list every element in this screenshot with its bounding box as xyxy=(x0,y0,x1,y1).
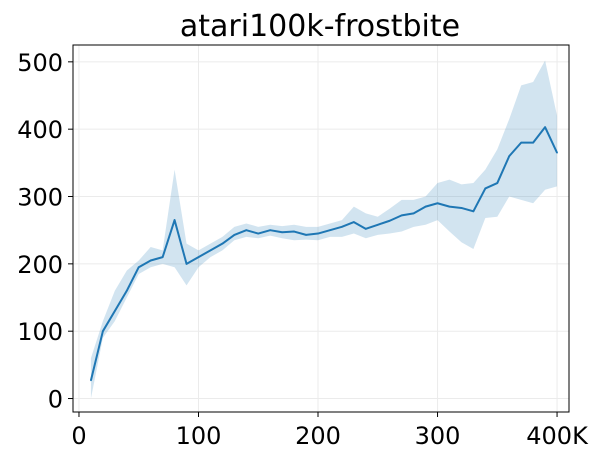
data-point xyxy=(341,226,343,228)
series-mean-line xyxy=(89,126,558,381)
series-line xyxy=(89,126,558,382)
data-point xyxy=(353,221,355,223)
x-tick-label: 100 xyxy=(176,422,222,450)
x-tick-label: 300 xyxy=(415,422,461,450)
y-tick-label: 0 xyxy=(48,386,63,414)
x-tick-label: 400K xyxy=(526,422,589,450)
data-point xyxy=(520,141,522,144)
data-point xyxy=(281,231,283,234)
data-point xyxy=(460,207,463,209)
data-point xyxy=(472,210,475,213)
chart-title: atari100k-frostbite xyxy=(180,9,460,44)
data-point xyxy=(484,187,487,190)
x-tick-label: 200 xyxy=(295,422,341,450)
data-point xyxy=(185,263,188,265)
data-point xyxy=(257,232,260,235)
data-point xyxy=(125,289,128,292)
data-point xyxy=(161,256,164,258)
data-point xyxy=(114,310,116,312)
data-point xyxy=(508,155,511,157)
axis-ticks: 0 100 200 300 400K 0 100 200 300 400 500 xyxy=(17,49,589,450)
y-tick-label: 100 xyxy=(17,318,63,346)
x-tick-label: 0 xyxy=(71,422,86,450)
series-band xyxy=(90,60,558,399)
data-point xyxy=(317,232,319,235)
data-point xyxy=(293,230,295,233)
data-point xyxy=(436,202,439,205)
data-point xyxy=(305,234,307,236)
data-point xyxy=(556,151,558,154)
data-point xyxy=(137,266,140,269)
data-point xyxy=(532,141,534,144)
data-point xyxy=(448,205,451,208)
y-tick-label: 300 xyxy=(17,184,63,212)
data-point xyxy=(400,214,403,217)
data-point xyxy=(376,223,379,226)
y-tick-label: 500 xyxy=(17,49,63,77)
data-point xyxy=(424,205,427,208)
data-point xyxy=(197,256,200,258)
y-tick-label: 400 xyxy=(17,116,63,144)
data-point xyxy=(102,330,104,332)
data-point xyxy=(173,219,176,221)
data-point xyxy=(245,229,248,231)
grid xyxy=(73,45,569,412)
data-point xyxy=(388,219,391,222)
data-point xyxy=(412,212,415,215)
data-point xyxy=(209,249,212,252)
data-point xyxy=(269,229,272,231)
y-tick-label: 200 xyxy=(17,251,63,279)
data-point xyxy=(221,242,224,245)
data-point xyxy=(329,229,331,231)
data-point xyxy=(365,228,367,230)
data-point xyxy=(544,126,546,128)
plot-area-frame xyxy=(72,44,570,413)
data-point xyxy=(149,259,152,262)
confidence-band xyxy=(90,60,558,399)
data-point xyxy=(90,379,92,382)
data-point xyxy=(496,182,499,184)
data-point xyxy=(233,234,236,236)
